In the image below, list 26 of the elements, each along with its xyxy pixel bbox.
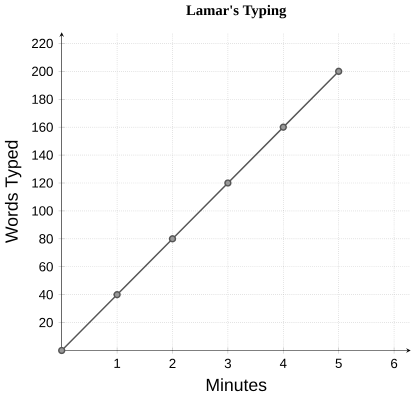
point [58,346,66,354]
x-tick-label: 5 [336,358,342,368]
point [224,179,232,187]
y-tick-label: 100 [32,206,53,216]
y-tick-label: 140 [32,150,53,160]
y-axis-title: Words Typed [4,140,22,243]
x-axis-title: Minutes [206,378,266,392]
y-tick-label: 120 [32,178,53,188]
x-tick-label: 3 [224,358,231,368]
x-tick-label: 4 [280,358,287,368]
y-tick-label: 60 [39,262,53,272]
y-tick-label: 80 [39,234,53,244]
point [113,290,121,298]
point [280,124,287,131]
x-tick-label: 6 [391,358,398,368]
y-tick-label: 160 [32,122,53,132]
point [168,235,176,242]
y-tick-label: 200 [32,66,53,76]
y-tick-label: 40 [39,290,53,300]
y-tick-label: 180 [32,94,53,104]
y-tick-label: 220 [32,38,53,48]
x-tick-label: 2 [169,358,176,368]
y-tick-label: 20 [39,318,53,328]
x-tick-label: 1 [114,358,120,368]
point [335,68,342,76]
chart-title: Lamar's Typing [186,4,286,18]
